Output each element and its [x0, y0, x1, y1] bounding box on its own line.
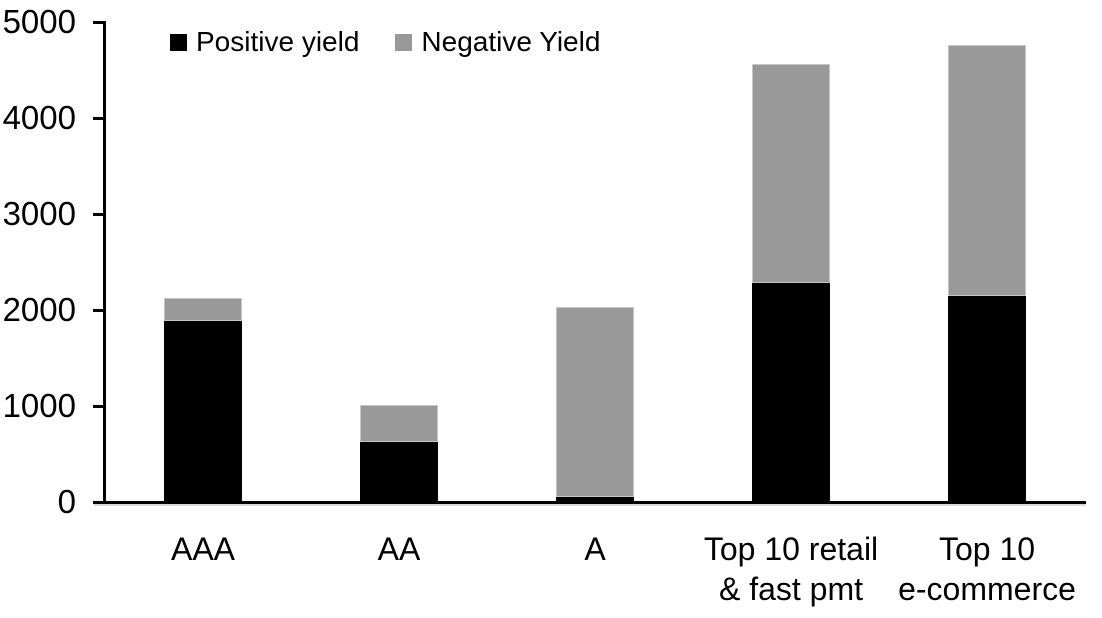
x-axis-label-top-10-e-commerce: Top 10 e-commerce — [898, 531, 1076, 607]
bar-segment-negative-yield-aa — [360, 405, 438, 443]
y-tick-label-0: 0 — [57, 483, 76, 520]
legend-item-negative-yield: Negative Yield — [395, 26, 601, 58]
y-tick-label-2000: 2000 — [2, 291, 76, 328]
chart-legend: Positive yield Negative Yield — [170, 26, 601, 58]
y-tick-label-3000: 3000 — [2, 195, 76, 232]
y-tick-0 — [93, 501, 105, 504]
bar-segment-positive-yield-aa — [360, 442, 438, 502]
x-axis-line — [103, 501, 1086, 504]
legend-swatch-positive-yield — [170, 33, 187, 51]
y-tick-2000 — [93, 309, 105, 312]
y-tick-3000 — [93, 213, 105, 216]
x-axis-shadow-line — [94, 504, 1086, 506]
bar-segment-negative-yield-top-10-e-commerce — [948, 45, 1026, 296]
bar-segment-negative-yield-top-10-retail-fast-pmt — [752, 64, 830, 284]
x-axis-label-aa: AA — [377, 531, 421, 567]
bar-segment-positive-yield-top-10-e-commerce — [948, 295, 1026, 502]
bar-segment-positive-yield-top-10-retail-fast-pmt — [752, 283, 830, 502]
legend-label-positive-yield: Positive yield — [196, 26, 360, 57]
bar-segment-positive-yield-aaa — [164, 320, 242, 502]
y-tick-5000 — [93, 21, 105, 24]
bar-segment-negative-yield-aaa — [164, 298, 242, 321]
y-tick-label-1000: 1000 — [2, 387, 76, 424]
legend-swatch-negative-yield — [395, 33, 413, 51]
x-axis-label-a: A — [584, 531, 606, 567]
y-tick-label-4000: 4000 — [2, 99, 76, 136]
x-axis-label-aaa: AAA — [170, 531, 236, 567]
bar-segment-negative-yield-a — [556, 307, 634, 498]
legend-label-negative-yield: Negative Yield — [421, 26, 601, 57]
legend-item-positive-yield: Positive yield — [170, 26, 360, 58]
y-tick-4000 — [93, 117, 105, 120]
x-axis-label-top-10-retail-fast-pmt: Top 10 retail & fast pmt — [703, 531, 879, 607]
bar-segment-positive-yield-a — [556, 497, 634, 502]
y-axis-line — [103, 21, 106, 505]
y-tick-label-5000: 5000 — [2, 3, 76, 40]
y-tick-1000 — [93, 405, 105, 408]
